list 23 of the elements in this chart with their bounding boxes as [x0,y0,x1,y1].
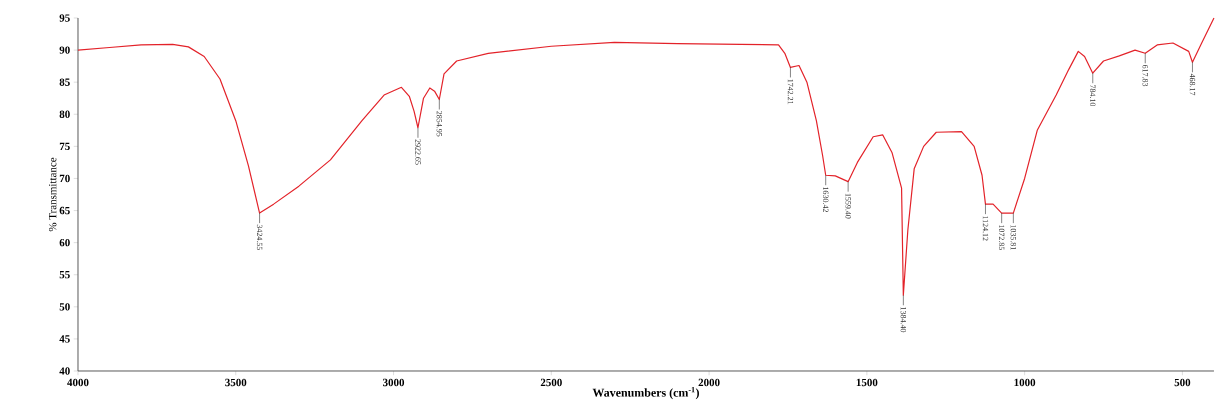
y-tick-label: 40 [59,367,70,375]
x-tick-label: 1500 [856,378,878,387]
y-tick-label: 65 [59,206,70,215]
y-tick-label: 95 [59,14,70,22]
x-tick-label: 4000 [67,378,89,387]
x-tick-label: 3500 [225,378,247,387]
y-tick-label: 75 [59,142,70,151]
x-tick-label: 1000 [1014,378,1036,387]
x-tick-label: 2000 [698,378,720,387]
x-tick-label: 3000 [382,378,405,387]
y-tick-label: 85 [59,78,70,86]
x-tick-label: 500 [1174,378,1191,387]
x-axis-title: Wavenumbers (cm$^{-1}$) [592,387,699,400]
y-tick-label: 50 [59,303,70,311]
y-tick-label: 70 [59,174,70,183]
y-tick-label: 90 [59,46,70,54]
y-tick-label: 55 [59,271,70,279]
y-tick-label: 45 [59,335,70,343]
y-tick-label: 80 [59,110,70,118]
x-tick-label: 2500 [540,378,562,387]
line-series [77,17,1215,296]
y-tick-label: 60 [59,238,70,247]
y-axis-title: % Transmittance [48,157,57,232]
